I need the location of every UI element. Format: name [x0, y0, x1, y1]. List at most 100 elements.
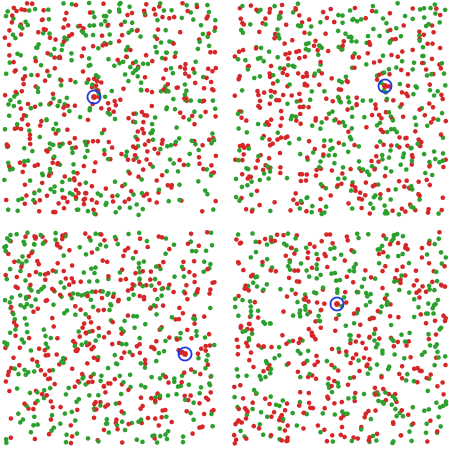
- dot: [297, 55, 302, 61]
- dot: [323, 186, 329, 191]
- dot: [73, 145, 79, 150]
- dot: [192, 369, 198, 375]
- dot: [322, 405, 327, 411]
- dot: [242, 406, 248, 411]
- dot: [186, 382, 192, 387]
- dot: [156, 423, 162, 428]
- panel-bottom-right[interactable]: [231, 230, 449, 446]
- dot: [145, 415, 151, 421]
- dot: [400, 233, 406, 239]
- dot: [207, 343, 213, 348]
- dot-field-top-right[interactable]: [232, 1, 449, 217]
- dot: [348, 360, 353, 366]
- panel-top-left[interactable]: [2, 0, 219, 218]
- dot: [433, 332, 439, 337]
- dot: [212, 280, 217, 285]
- dot: [126, 387, 131, 393]
- dot: [182, 71, 188, 76]
- dot: [431, 311, 436, 316]
- dot: [197, 401, 202, 406]
- dot-field-bottom-left[interactable]: [2, 230, 217, 446]
- dot: [152, 115, 158, 120]
- dot: [210, 131, 215, 136]
- cursor-ring-icon[interactable]: [329, 296, 345, 312]
- dot: [293, 247, 299, 253]
- dot: [384, 292, 390, 298]
- dot: [134, 28, 140, 33]
- dot: [233, 194, 239, 200]
- dot: [383, 390, 388, 395]
- dot: [51, 96, 56, 101]
- dot: [257, 98, 263, 104]
- dot: [441, 164, 446, 170]
- dot: [70, 291, 76, 296]
- dot: [336, 312, 342, 318]
- dot: [340, 47, 345, 52]
- dot: [176, 316, 182, 322]
- dot: [37, 188, 42, 193]
- dot: [317, 164, 322, 170]
- dot: [181, 115, 186, 120]
- dot: [431, 93, 437, 98]
- dot: [181, 162, 187, 168]
- cursor-ring-icon[interactable]: [377, 78, 393, 94]
- dot: [339, 399, 345, 405]
- dot: [88, 374, 94, 380]
- dot: [261, 368, 266, 374]
- cursor-ring-icon[interactable]: [86, 89, 102, 105]
- dot: [272, 36, 277, 41]
- dot: [171, 96, 176, 102]
- dot: [59, 236, 65, 242]
- dot: [178, 64, 183, 70]
- dot: [98, 399, 103, 405]
- dot: [91, 76, 97, 82]
- dot: [280, 92, 286, 98]
- dot: [82, 154, 88, 160]
- dot: [360, 340, 365, 346]
- dot: [329, 383, 334, 389]
- dot: [423, 67, 429, 72]
- panel-bottom-left[interactable]: [2, 230, 217, 446]
- dot: [341, 39, 347, 44]
- dot: [31, 369, 37, 374]
- dot: [422, 408, 427, 413]
- dot: [107, 32, 112, 37]
- dot: [182, 92, 188, 97]
- dot: [379, 152, 385, 158]
- dot: [240, 3, 245, 9]
- dot: [209, 163, 214, 168]
- dot: [61, 1, 66, 6]
- dot: [194, 4, 200, 10]
- dot: [288, 116, 294, 122]
- dot: [397, 135, 402, 140]
- cursor-ring-icon[interactable]: [177, 346, 193, 362]
- dot: [362, 415, 367, 420]
- dot: [281, 232, 286, 238]
- dot: [311, 43, 317, 49]
- dot: [280, 416, 286, 422]
- dot: [386, 67, 392, 72]
- dot: [429, 56, 435, 62]
- dot: [272, 3, 277, 9]
- dot: [366, 39, 372, 45]
- dot: [417, 107, 422, 112]
- dot: [130, 352, 135, 358]
- dot: [137, 350, 143, 356]
- dot: [417, 38, 422, 44]
- dot: [289, 93, 294, 98]
- dot: [394, 413, 399, 419]
- dot: [365, 33, 371, 39]
- dot: [165, 285, 171, 291]
- dot: [390, 208, 395, 213]
- dot: [22, 201, 28, 207]
- dot: [149, 121, 155, 127]
- dot: [376, 159, 381, 164]
- panel-top-right[interactable]: [232, 1, 449, 217]
- dot-field-bottom-right[interactable]: [231, 230, 449, 446]
- dot-field-top-left[interactable]: [2, 0, 219, 218]
- dot: [408, 145, 414, 151]
- dot: [7, 60, 13, 65]
- dot: [65, 127, 70, 132]
- dot: [208, 230, 214, 236]
- dot: [371, 331, 377, 337]
